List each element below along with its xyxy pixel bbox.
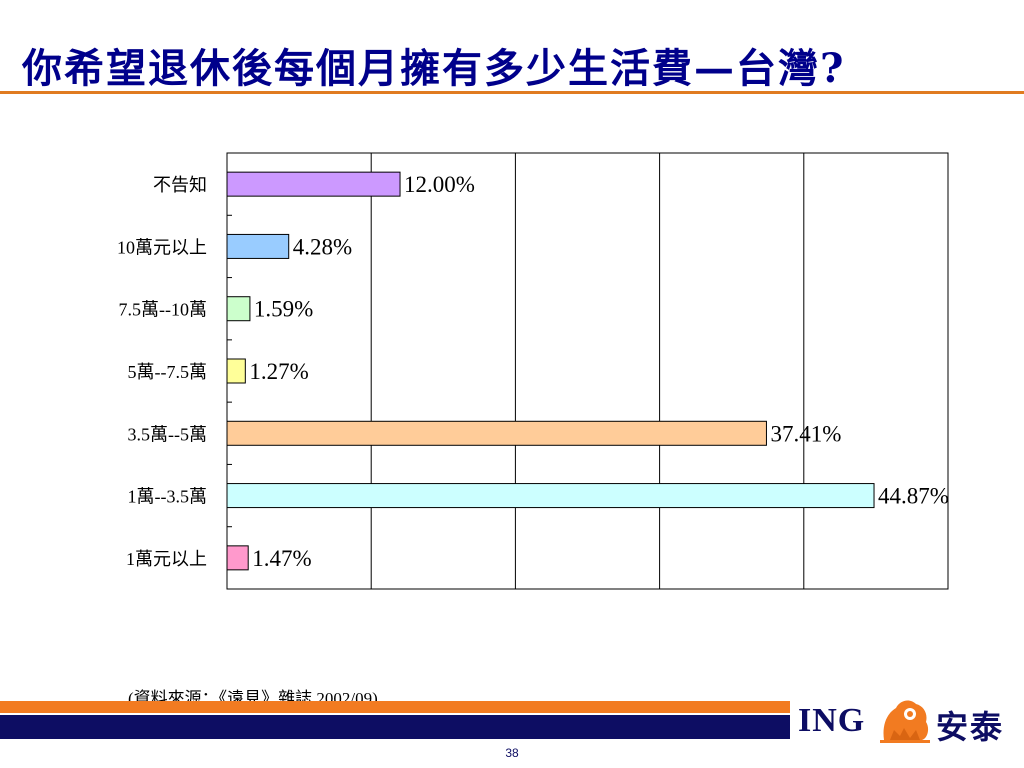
footer-navy-bar [0,715,790,739]
chart-grid [226,152,949,590]
bar [226,545,249,571]
bar [226,296,251,322]
value-label: 12.00% [404,172,475,197]
chart-value-labels: 12.00% 4.28% 1.59% 1.27% 37.41% 44.87% 1.47% [249,172,949,571]
page-number: 38 [505,746,519,760]
chart-category-labels: 不告知 10萬元以上 7.5萬--10萬 5萬--7.5萬 3.5萬--5萬 1萬--3.… [117,175,207,569]
category-label: 1萬--3.5萬 [128,487,208,507]
category-label: 1萬元以上 [126,549,207,569]
bar [226,171,401,197]
logo-brand-text: ING [798,702,866,739]
chart-bars [226,171,875,571]
bar [226,483,875,509]
value-label: 1.59% [254,297,313,322]
value-label: 1.47% [252,546,311,571]
category-label: 7.5萬--10萬 [119,300,208,320]
category-label: 5萬--7.5萬 [128,362,208,382]
bar [226,233,290,259]
company-logo: ING 安泰 [798,694,1018,750]
value-label: 4.28% [293,234,352,259]
page-title: 你希望退休後每個月擁有多少生活費—台灣? [22,45,846,92]
value-label: 37.41% [770,421,841,446]
bar [226,358,246,384]
logo-chinese-name: 安泰 [936,708,1005,746]
value-label: 1.27% [249,359,308,384]
title-divider [0,91,1024,94]
plot-area [226,152,949,590]
category-label: 不告知 [153,175,207,195]
category-label: 3.5萬--5萬 [128,424,208,444]
footer-orange-bar [0,701,790,713]
value-label: 44.87% [878,484,949,509]
lion-icon [880,700,930,743]
category-label: 10萬元以上 [117,237,207,257]
bar [226,420,767,446]
